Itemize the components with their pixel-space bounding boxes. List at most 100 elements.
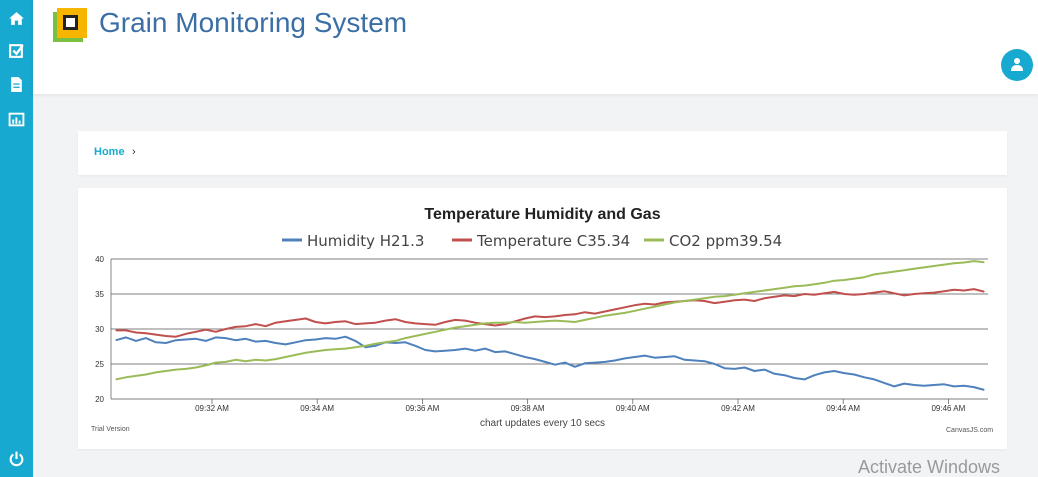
data-point (853, 278, 855, 280)
data-point (444, 329, 446, 331)
chart-title: Temperature Humidity and Gas (424, 206, 660, 223)
data-point (265, 325, 267, 327)
data-point (424, 333, 426, 335)
data-point (574, 313, 576, 315)
bar-chart-icon[interactable] (8, 111, 25, 128)
data-point (235, 339, 237, 341)
data-point (175, 339, 177, 341)
data-point (913, 384, 915, 386)
power-icon[interactable] (8, 450, 25, 467)
data-point (135, 331, 137, 334)
data-point (504, 350, 506, 352)
data-point (564, 362, 566, 364)
data-point (424, 349, 426, 351)
data-point (923, 385, 925, 387)
data-point (933, 265, 935, 267)
y-tick-label: 25 (95, 360, 104, 369)
data-point (963, 289, 965, 292)
x-axis-label: chart updates every 10 secs (480, 418, 605, 429)
x-tick-label: 09:38 AM (511, 404, 545, 413)
data-point (185, 368, 187, 370)
data-point (225, 361, 227, 363)
data-point (175, 336, 177, 338)
data-point (115, 329, 117, 331)
data-point (514, 353, 516, 355)
data-point (674, 301, 676, 303)
data-point (714, 296, 716, 298)
data-point (863, 276, 865, 278)
app-logo (53, 8, 89, 46)
data-point (155, 334, 157, 336)
data-point (783, 294, 786, 296)
data-point (903, 383, 905, 385)
data-point (504, 322, 506, 324)
data-point (634, 310, 636, 312)
data-point (654, 306, 656, 308)
data-point (524, 356, 526, 358)
data-point (474, 350, 476, 352)
data-point (534, 315, 536, 317)
data-point (664, 301, 666, 303)
data-point (734, 294, 736, 296)
data-point (584, 311, 586, 313)
data-point (245, 338, 247, 340)
breadcrumb-home-link[interactable]: Home (94, 146, 125, 158)
data-point (833, 291, 835, 293)
trial-version-label: Trial Version (91, 426, 130, 433)
check-square-icon[interactable] (8, 42, 25, 59)
data-point (344, 348, 347, 350)
data-point (783, 374, 786, 376)
data-point (125, 329, 127, 331)
data-point (374, 343, 376, 345)
activate-windows-watermark: Activate Windows (858, 457, 1001, 477)
data-point (604, 361, 606, 363)
data-point (175, 369, 177, 371)
data-point (235, 359, 237, 361)
data-point (983, 291, 985, 293)
data-point (265, 340, 267, 342)
data-point (474, 322, 476, 324)
data-point (843, 293, 845, 295)
data-point (843, 372, 845, 374)
user-icon (1011, 58, 1023, 71)
data-point (195, 331, 197, 333)
data-point (444, 350, 446, 352)
canvasjs-credit-link[interactable]: CanvasJS.com (946, 427, 994, 434)
data-point (773, 288, 776, 290)
data-point (574, 366, 576, 368)
data-point (554, 320, 556, 322)
data-point (594, 362, 596, 364)
data-point (883, 272, 885, 274)
data-point (145, 332, 147, 334)
data-point (534, 358, 536, 360)
file-icon[interactable] (8, 76, 25, 93)
data-point (574, 321, 576, 323)
data-point (225, 337, 227, 339)
data-point (704, 297, 706, 299)
data-point (614, 313, 616, 315)
data-point (554, 364, 556, 366)
data-point (823, 371, 826, 373)
data-point (454, 319, 456, 321)
data-point (843, 279, 845, 281)
data-point (305, 339, 307, 341)
data-point (704, 300, 706, 302)
data-point (464, 320, 466, 322)
data-point (185, 338, 187, 341)
user-avatar-button[interactable] (1001, 49, 1033, 81)
x-tick-label: 09:36 AM (405, 404, 439, 413)
data-point (215, 336, 217, 338)
data-point (165, 370, 167, 372)
data-point (684, 359, 686, 361)
data-point (314, 350, 317, 352)
data-point (883, 290, 885, 292)
data-point (883, 382, 885, 384)
home-icon[interactable] (8, 10, 25, 27)
data-point (285, 343, 287, 345)
y-tick-label: 35 (95, 290, 104, 299)
data-point (763, 369, 766, 371)
data-point (494, 351, 496, 353)
data-point (714, 302, 716, 304)
data-point (763, 297, 766, 299)
data-point (694, 299, 696, 301)
